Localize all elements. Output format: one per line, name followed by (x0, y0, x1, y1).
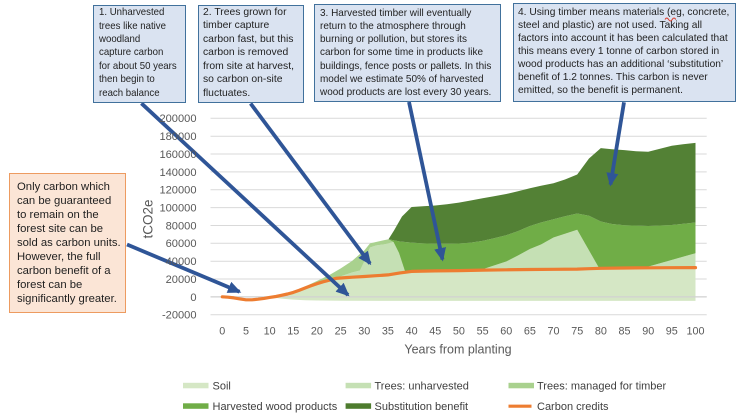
svg-text:95: 95 (666, 326, 678, 338)
svg-text:5: 5 (243, 326, 249, 338)
svg-text:Trees: unharvested: Trees: unharvested (375, 381, 469, 393)
svg-text:30: 30 (358, 326, 370, 338)
svg-text:15: 15 (287, 326, 299, 338)
svg-text:-20000: -20000 (162, 310, 197, 322)
svg-text:10: 10 (264, 326, 276, 338)
svg-text:60000: 60000 (166, 238, 197, 250)
svg-text:Substitution benefit: Substitution benefit (375, 401, 469, 413)
svg-text:0: 0 (190, 292, 196, 304)
svg-text:120000: 120000 (159, 185, 196, 197)
svg-text:50: 50 (453, 326, 465, 338)
svg-text:40000: 40000 (166, 256, 197, 268)
svg-text:20: 20 (311, 326, 323, 338)
svg-text:85: 85 (618, 326, 630, 338)
svg-text:45: 45 (429, 326, 441, 338)
svg-text:80000: 80000 (166, 220, 197, 232)
svg-text:20000: 20000 (166, 274, 197, 286)
svg-text:100: 100 (686, 326, 704, 338)
svg-text:Harvested wood products: Harvested wood products (213, 401, 338, 413)
svg-text:Carbon credits: Carbon credits (537, 401, 609, 413)
svg-text:100000: 100000 (159, 203, 196, 215)
svg-text:25: 25 (335, 326, 347, 338)
svg-text:0: 0 (219, 326, 225, 338)
svg-text:90: 90 (642, 326, 654, 338)
svg-text:35: 35 (382, 326, 394, 338)
svg-text:60: 60 (500, 326, 512, 338)
svg-text:Trees: managed for timber: Trees: managed for timber (537, 381, 667, 393)
svg-text:Years from planting: Years from planting (404, 343, 511, 357)
svg-text:55: 55 (477, 326, 489, 338)
svg-text:75: 75 (571, 326, 583, 338)
svg-text:80: 80 (595, 326, 607, 338)
svg-text:tCO2e: tCO2e (141, 199, 156, 238)
svg-text:140000: 140000 (159, 167, 196, 179)
svg-text:160000: 160000 (159, 149, 196, 161)
svg-text:Soil: Soil (213, 381, 231, 393)
svg-text:65: 65 (524, 326, 536, 338)
svg-text:180000: 180000 (159, 131, 196, 143)
svg-text:70: 70 (547, 326, 559, 338)
svg-text:40: 40 (406, 326, 418, 338)
svg-text:200000: 200000 (159, 113, 196, 125)
